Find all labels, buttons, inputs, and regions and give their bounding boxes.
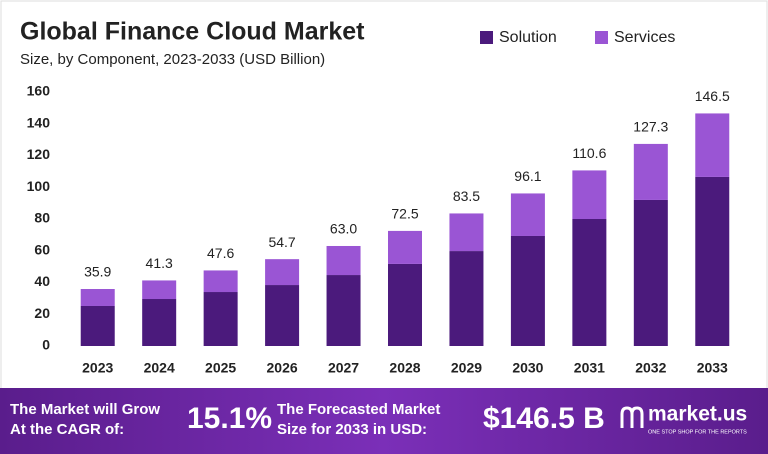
bar-segment: [449, 251, 484, 346]
total-label: 146.5: [695, 88, 730, 104]
total-label: 127.3: [633, 119, 668, 135]
x-tick-label: 2028: [389, 360, 420, 376]
brand-name: market.us: [648, 403, 747, 426]
x-tick-label: 2031: [574, 360, 605, 376]
bar-segment: [326, 245, 361, 276]
total-label: 63.0: [330, 221, 357, 237]
y-tick-label: 160: [27, 83, 51, 99]
bar-segment: [203, 292, 238, 346]
x-tick-label: 2030: [512, 360, 543, 376]
bar-segment: [572, 170, 607, 219]
total-label: 35.9: [84, 264, 111, 280]
legend-swatch: [480, 31, 493, 44]
y-tick-label: 40: [34, 273, 50, 289]
x-tick-label: 2032: [635, 360, 666, 376]
bar-segment: [449, 213, 484, 252]
legend-label: Services: [614, 29, 675, 46]
x-tick-label: 2033: [697, 360, 728, 376]
legend-swatch: [595, 31, 608, 44]
y-tick-label: 120: [27, 146, 51, 162]
x-tick-label: 2025: [205, 360, 236, 376]
bar-segment: [510, 193, 545, 236]
y-tick-label: 100: [27, 178, 51, 194]
bar-segment: [388, 230, 422, 264]
total-label: 41.3: [146, 255, 173, 271]
y-tick-label: 20: [34, 305, 50, 321]
legend: Solution Services: [480, 29, 675, 46]
bar-segment: [510, 235, 545, 346]
y-tick-label: 80: [34, 210, 50, 226]
bar-segment: [265, 285, 300, 346]
chart-title: Global Finance Cloud Market: [20, 18, 365, 46]
footer-text: The Forecasted Market: [277, 401, 440, 418]
y-tick-label: 60: [34, 241, 50, 257]
bar-segment: [142, 280, 177, 300]
x-tick-label: 2024: [144, 360, 175, 376]
brand-tagline: ONE STOP SHOP FOR THE REPORTS: [648, 429, 747, 435]
brand-logo: [620, 406, 644, 428]
bar-segment: [326, 275, 361, 346]
total-label: 47.6: [207, 245, 234, 261]
total-label: 54.7: [268, 234, 295, 250]
x-tick-label: 2027: [328, 360, 359, 376]
chart-subtitle: Size, by Component, 2023-2033 (USD Billi…: [20, 51, 325, 68]
bar-segment: [80, 305, 115, 346]
bar-segment: [633, 199, 668, 346]
total-label: 96.1: [514, 168, 541, 184]
x-tick-label: 2029: [451, 360, 482, 376]
bar-segment: [633, 143, 668, 200]
bar-segment: [203, 270, 238, 293]
bar-segment: [388, 263, 422, 346]
footer-text: The Market will Grow: [10, 401, 160, 418]
y-tick-label: 140: [27, 114, 51, 130]
bar-segment: [142, 299, 177, 346]
bar-segment: [695, 176, 730, 346]
bar-segment: [265, 259, 300, 286]
y-tick-label: 0: [42, 337, 50, 353]
total-label: 83.5: [453, 188, 480, 204]
x-tick-label: 2023: [82, 360, 113, 376]
footer-band: [0, 388, 768, 454]
footer-cagr: 15.1%: [187, 402, 272, 435]
total-label: 110.6: [572, 145, 606, 161]
legend-label: Solution: [499, 29, 557, 46]
bar-segment: [695, 113, 730, 177]
bar-segment: [80, 289, 115, 306]
x-tick-label: 2026: [267, 360, 298, 376]
footer-forecast: $146.5 B: [483, 402, 605, 435]
total-label: 72.5: [391, 206, 418, 222]
footer-text: At the CAGR of:: [10, 421, 124, 438]
footer-text: Size for 2033 in USD:: [277, 421, 427, 438]
bar-segment: [572, 219, 607, 346]
